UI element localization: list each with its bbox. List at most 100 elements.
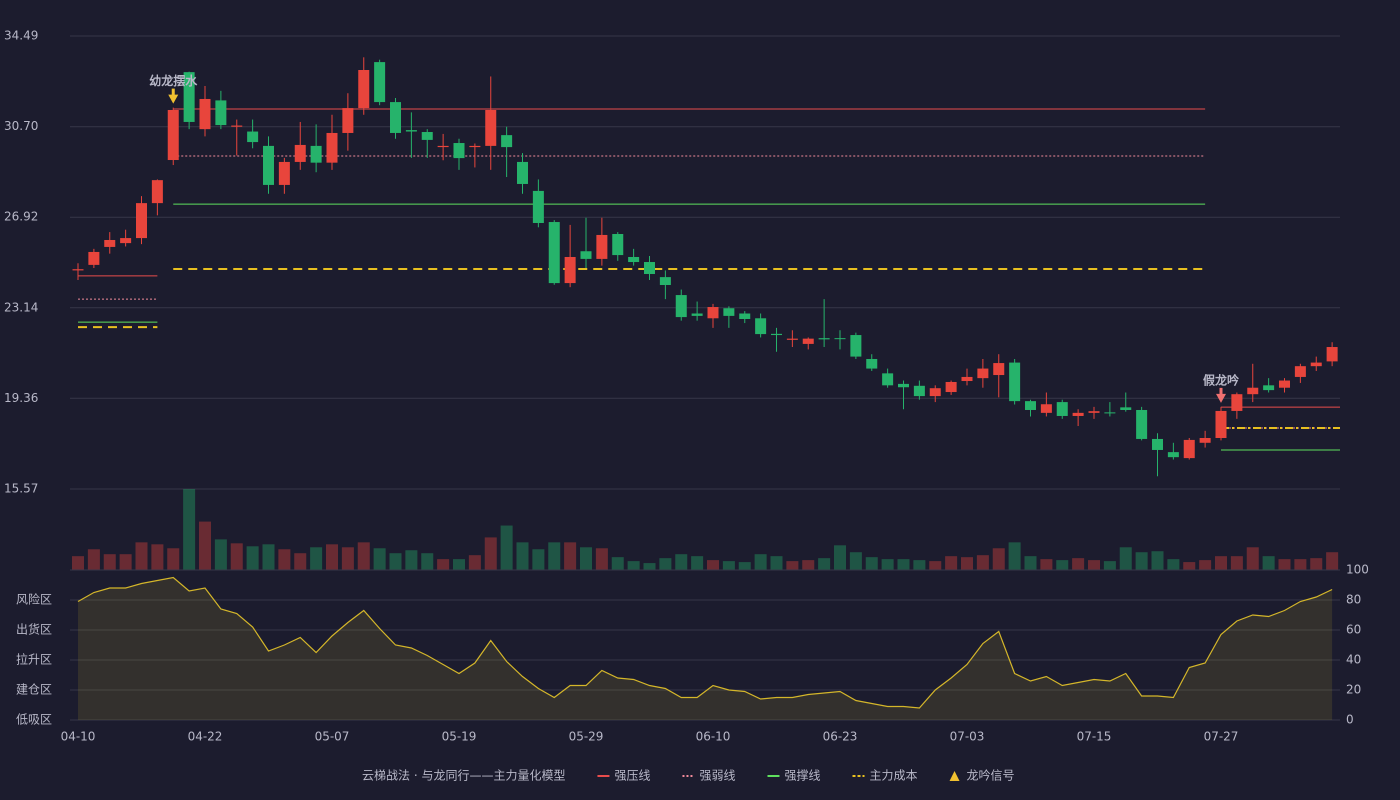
candle-body <box>691 313 703 316</box>
signal-arrow <box>168 94 179 104</box>
volume-bar <box>1230 556 1243 570</box>
y2-tick-label: 40 <box>1346 653 1361 667</box>
legend-label: 龙吟信号 <box>967 768 1015 783</box>
candle-body <box>866 358 878 369</box>
legend-label: 强撑线 <box>784 768 820 783</box>
volume-bar <box>1215 556 1227 570</box>
zone-label: 建仓区 <box>16 683 52 697</box>
volume-bar <box>913 560 926 570</box>
candle-body <box>199 98 211 130</box>
candle-body <box>342 108 354 133</box>
candle-body <box>1279 380 1290 388</box>
volume-bar <box>1056 560 1069 570</box>
candle-body <box>1120 407 1132 410</box>
candle-body <box>612 234 624 256</box>
volume-bar <box>405 550 418 570</box>
candle-body <box>1088 411 1100 413</box>
candle-body <box>215 100 227 126</box>
volume-bar <box>818 558 831 570</box>
candle-body <box>501 135 513 148</box>
candle-body <box>151 180 163 204</box>
legend-label: 主力成本 <box>870 769 918 783</box>
candle-body <box>786 338 798 340</box>
volume-bar <box>1310 558 1323 570</box>
candle-body <box>326 132 338 163</box>
y2-tick-label: 80 <box>1346 593 1361 607</box>
y2-tick-label: 20 <box>1346 683 1361 697</box>
candle-body <box>723 308 735 316</box>
volume-bar <box>1151 551 1164 570</box>
volume-bar <box>1119 547 1132 570</box>
candle-body <box>802 338 814 344</box>
signal-label: 假龙吟 <box>1203 372 1239 387</box>
volume-bar <box>1199 560 1212 570</box>
volume-bar <box>738 562 751 570</box>
candle-body <box>485 109 497 146</box>
volume-bar <box>310 547 323 570</box>
volume-bar <box>976 555 989 570</box>
candle-body <box>263 145 274 185</box>
candle-body <box>437 145 449 148</box>
volume-bar <box>373 548 386 570</box>
signal-label: 幼龙摆水 <box>149 73 198 88</box>
candle-body <box>993 363 1005 376</box>
volume-bar <box>262 544 275 570</box>
candle-body <box>564 256 576 284</box>
x-tick-label: 05-29 <box>569 730 604 744</box>
x-tick-label: 07-03 <box>950 730 985 744</box>
x-tick-label: 06-10 <box>696 730 731 744</box>
volume-bar <box>691 556 704 570</box>
candle-body <box>294 144 306 162</box>
x-tick-label: 04-10 <box>61 730 96 744</box>
volume-bar <box>1103 561 1116 570</box>
candle-body <box>247 131 259 143</box>
legend-title: 云梯战法 · 与龙同行——主力量化模型 <box>362 769 565 783</box>
candle-body <box>183 72 195 122</box>
candle-body <box>231 125 243 127</box>
candle-body <box>882 373 894 386</box>
candle-body <box>1247 387 1259 395</box>
candle-body <box>771 333 782 336</box>
candle-body <box>644 262 655 274</box>
legend-label: 强压线 <box>614 769 650 783</box>
volume-bar <box>643 563 656 570</box>
volume-bar <box>675 554 688 570</box>
x-tick-label: 05-07 <box>315 730 350 744</box>
volume-bar <box>627 561 640 570</box>
volume-bar <box>453 559 465 570</box>
volume-bar <box>659 558 672 570</box>
candle-body <box>517 161 528 184</box>
volume-bar <box>484 537 497 570</box>
volume-bar <box>849 552 862 570</box>
volume-bar <box>183 489 196 570</box>
candle-body <box>1231 394 1243 411</box>
candle-body <box>390 102 401 133</box>
y-tick-label: 30.70 <box>4 119 38 133</box>
candle-body <box>1294 366 1306 377</box>
y-tick-label: 26.92 <box>4 210 38 224</box>
candle-body <box>358 69 370 109</box>
candle-body <box>1040 404 1052 413</box>
x-tick-label: 07-15 <box>1077 730 1112 744</box>
candle-body <box>739 313 751 320</box>
y2-tick-label: 60 <box>1346 623 1361 637</box>
candle-body <box>421 132 433 140</box>
candle-body <box>120 238 132 244</box>
volume-bar <box>357 542 370 570</box>
candle-body <box>818 338 830 340</box>
legend-symbol <box>949 771 960 781</box>
x-tick-label: 04-22 <box>188 730 223 744</box>
legend-label: 强弱线 <box>699 769 735 783</box>
volume-bar <box>770 556 783 570</box>
volume-bar <box>1246 547 1259 570</box>
volume-bar <box>564 542 577 570</box>
y-tick-label: 34.49 <box>4 29 38 43</box>
volume-bar <box>278 549 291 570</box>
candle-body <box>1199 438 1211 443</box>
signal-stem <box>1219 387 1223 395</box>
candle-body <box>945 381 957 393</box>
volume-bar <box>294 553 307 570</box>
volume-bar <box>707 560 719 570</box>
indicator-area <box>78 577 1333 720</box>
